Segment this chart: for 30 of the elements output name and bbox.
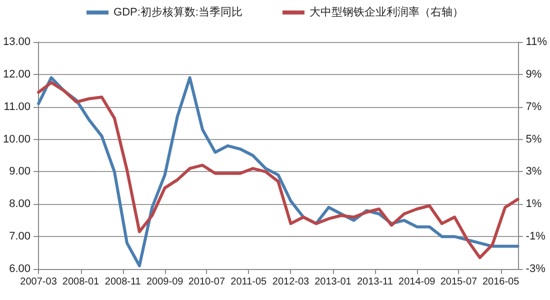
- y-tick-label: 13.00: [2, 36, 31, 48]
- y-tick-label: 10.00: [2, 133, 31, 146]
- x-tick-label: 2016-05: [482, 276, 520, 288]
- legend-label: 大中型钢铁企业利润率（右轴）: [309, 6, 464, 18]
- x-tick-label: 2013-11: [356, 276, 394, 288]
- y-tick-label: 11.00: [4, 100, 31, 113]
- legend-label: GDP:初步核算数:当季同比: [114, 6, 242, 18]
- x-tick-label: 2011-05: [230, 276, 268, 288]
- x-tick-label: 2014-09: [398, 276, 436, 288]
- x-tick-label: 2009-09: [146, 276, 184, 288]
- x-tick-label: 2015-07: [440, 276, 478, 288]
- y2-tick-label: 3%: [526, 166, 542, 178]
- y2-tick-label: -3%: [526, 263, 546, 275]
- y-tick-label: 9.00: [9, 166, 31, 178]
- x-tick-label: 2008-11: [104, 276, 142, 288]
- y2-tick-label: 9%: [526, 68, 542, 80]
- y2-tick-label: -1%: [526, 230, 546, 243]
- y2-tick-label: 1%: [526, 198, 542, 210]
- y2-tick-label: 11%: [526, 36, 548, 48]
- y-tick-label: 6.00: [9, 263, 31, 275]
- y2-tick-label: 7%: [526, 100, 542, 113]
- x-tick-label: 2012-03: [272, 276, 310, 288]
- x-tick-label: 2008-01: [62, 276, 100, 288]
- y-tick-label: 8.00: [9, 198, 31, 210]
- y-tick-label: 7.00: [9, 230, 31, 243]
- x-tick-label: 2007-03: [20, 276, 58, 288]
- x-tick-label: 2010-07: [188, 276, 226, 288]
- x-tick-label: 2013-01: [314, 276, 352, 288]
- y2-tick-label: 5%: [526, 133, 542, 146]
- y-tick-label: 12.00: [2, 68, 31, 80]
